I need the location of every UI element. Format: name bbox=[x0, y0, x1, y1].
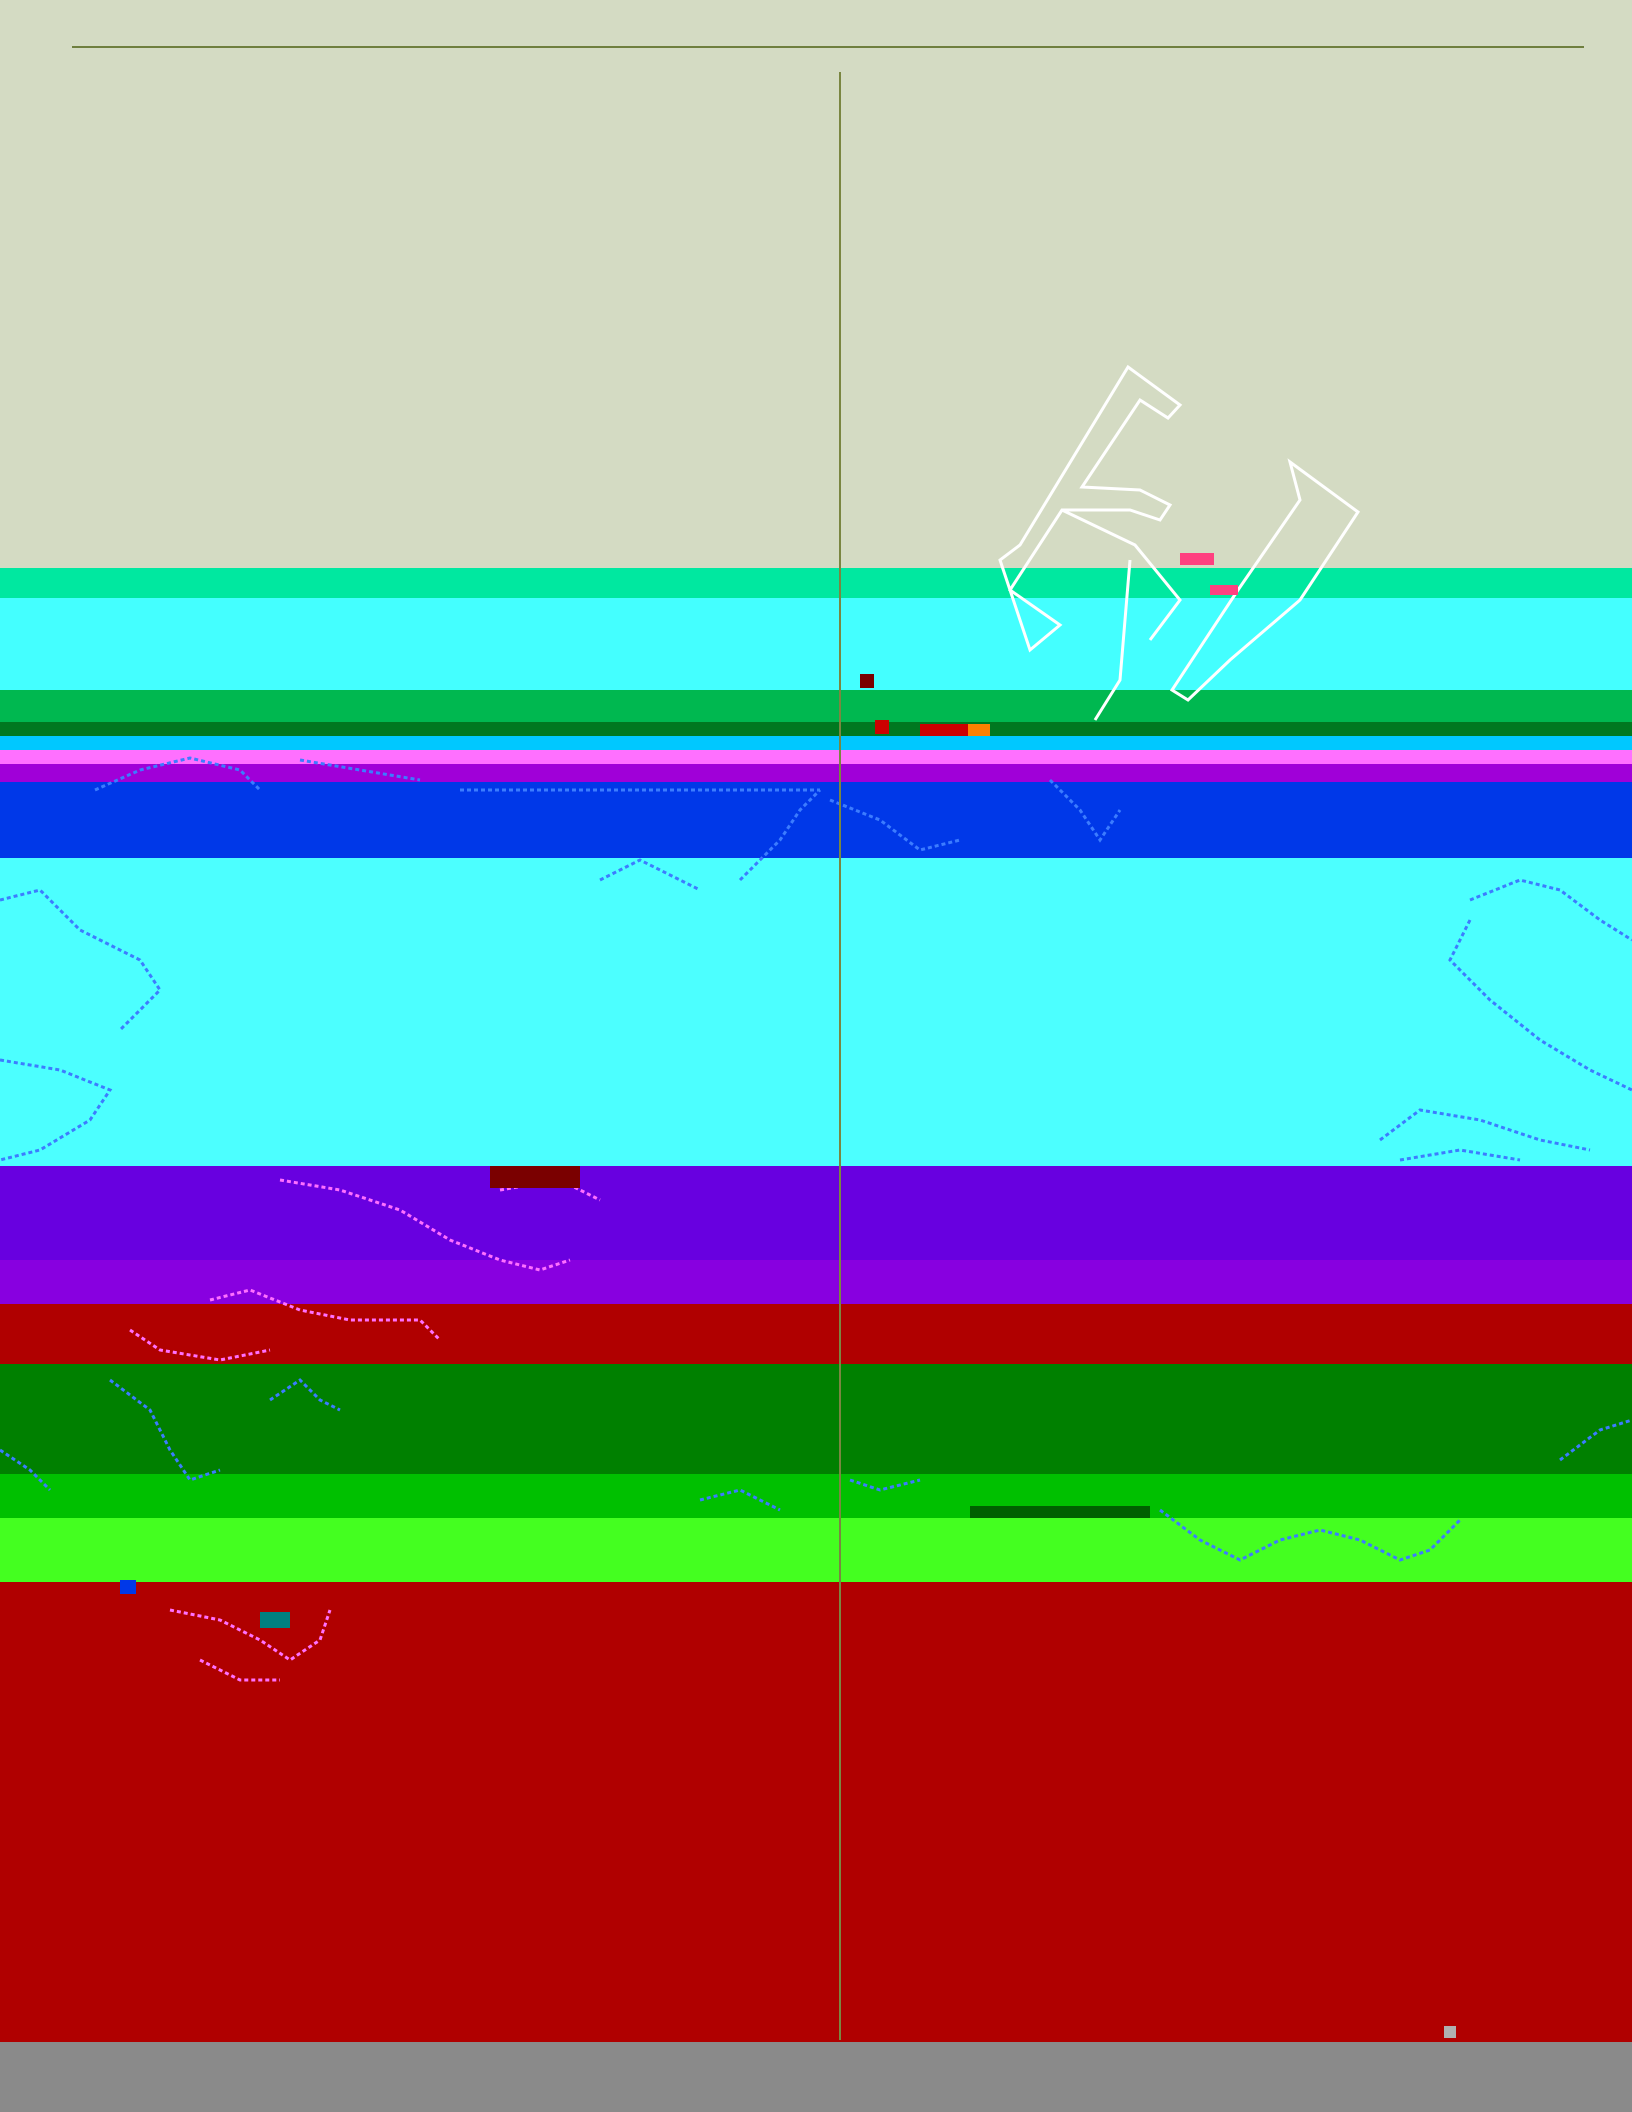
glitch-band bbox=[0, 722, 1632, 736]
footer-strip bbox=[0, 2042, 1632, 2112]
glitch-band bbox=[0, 1260, 1632, 1304]
glitch-band bbox=[0, 1166, 1632, 1260]
glitch-band bbox=[0, 750, 1632, 764]
column-divider bbox=[839, 72, 841, 2040]
glitch-band bbox=[0, 764, 1632, 782]
top-rule bbox=[72, 46, 1584, 48]
glitch-band bbox=[0, 598, 1632, 690]
glitch-band bbox=[0, 1304, 1632, 1364]
glitch-band bbox=[0, 736, 1632, 750]
glitch-band bbox=[0, 782, 1632, 858]
glitch-band bbox=[0, 1474, 1632, 1518]
glitch-band bbox=[0, 1364, 1632, 1474]
glitch-band bbox=[0, 1582, 1632, 2042]
glitch-band bbox=[0, 1518, 1632, 1582]
glitch-band bbox=[0, 858, 1632, 1166]
glitch-band bbox=[0, 568, 1632, 598]
glitch-band bbox=[0, 690, 1632, 722]
